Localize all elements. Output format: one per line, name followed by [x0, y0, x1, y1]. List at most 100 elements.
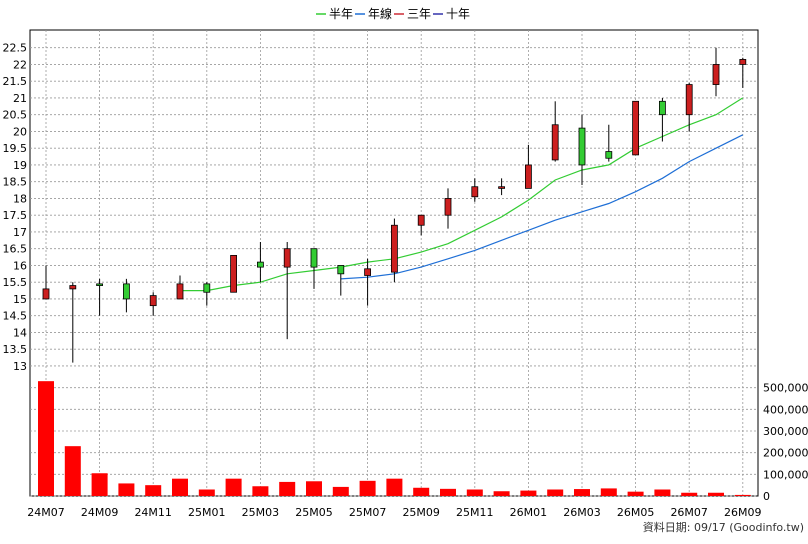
candle-body [498, 186, 506, 189]
candle [525, 144, 532, 189]
price-tick-label: 17.5 [3, 209, 28, 222]
price-tick-label: 21 [13, 92, 27, 105]
candle-body [123, 283, 130, 300]
candle-body [551, 124, 559, 161]
legend-label: 十年 [446, 7, 470, 21]
candle [203, 282, 211, 306]
x-tick-label: 25M03 [242, 506, 280, 519]
candle [739, 57, 747, 88]
candle-body [149, 295, 157, 307]
volume-bar [279, 481, 296, 496]
candle [444, 188, 452, 229]
chart-legend: 半年 年線 三年 十年 [316, 6, 470, 21]
candle [230, 254, 238, 293]
candle-body [42, 288, 50, 300]
x-tick-label: 24M11 [134, 506, 172, 519]
volume-bar [708, 492, 724, 496]
x-tick-label: 25M09 [402, 506, 440, 519]
volume-bar [627, 491, 644, 496]
candle-body [659, 100, 666, 116]
candle-body [337, 265, 345, 275]
price-tick-label: 16.5 [3, 243, 28, 256]
volume-tick-label: 500,000 [763, 382, 808, 395]
candle-body [390, 224, 398, 273]
price-axis: 22.5 22 21.5 21 20.5 20 19.5 19 18.5 18 17.5 17 16.5… [3, 42, 28, 373]
legend-label: 三年 [407, 7, 431, 21]
volume-bar [252, 486, 269, 496]
candle [256, 242, 264, 283]
candle [42, 265, 50, 300]
candle-body [632, 100, 639, 156]
candle-body [578, 127, 586, 166]
price-tick-label: 15 [13, 293, 27, 306]
price-tick-label: 20 [13, 125, 27, 138]
candle-body [69, 285, 77, 290]
price-tick-label: 14 [13, 326, 27, 339]
candle [659, 97, 666, 142]
x-tick-label: 25M01 [188, 506, 226, 519]
x-tick-label: 24M07 [27, 506, 65, 519]
candle [69, 282, 77, 363]
candle [498, 178, 506, 196]
candle-body [605, 151, 613, 159]
x-axis: 24M07 24M09 24M11 25M01 25M03 25M05 25M07 25M09… [27, 506, 761, 519]
candle [471, 178, 479, 202]
volume-tick-label: 300,000 [763, 425, 808, 438]
candle [123, 278, 130, 313]
x-tick-label: 26M03 [563, 506, 601, 519]
volume-bar [359, 480, 376, 496]
candle [632, 100, 639, 156]
price-tick-label: 13 [13, 360, 27, 373]
volume-bar [547, 489, 564, 496]
x-tick-label: 26M01 [510, 506, 548, 519]
candle-body [685, 84, 693, 116]
candle [96, 278, 103, 316]
candle [390, 218, 398, 283]
candle-body [364, 268, 372, 276]
price-tick-label: 14.5 [3, 310, 28, 323]
candle-body [310, 248, 318, 268]
candle-body [417, 214, 425, 226]
moving-average-lines [180, 97, 744, 292]
volume-bars [38, 381, 751, 496]
x-tick-label: 26M05 [617, 506, 655, 519]
volume-tick-label: 200,000 [763, 447, 808, 460]
candle [605, 124, 613, 162]
candle [310, 248, 318, 289]
volume-bar [172, 478, 188, 496]
candle [578, 114, 586, 186]
volume-tick-label: 400,000 [763, 403, 808, 416]
volume-bar [64, 446, 81, 496]
candle [551, 101, 559, 162]
price-tick-label: 17 [13, 226, 27, 239]
candle [417, 214, 425, 236]
price-tick-label: 18.5 [3, 176, 28, 189]
volume-bar [91, 473, 108, 496]
x-tick-label: 26M07 [670, 506, 708, 519]
volume-bar [225, 478, 242, 496]
volume-bar [332, 486, 349, 496]
volume-bar [198, 489, 215, 496]
x-tick-label: 24M09 [81, 506, 119, 519]
candle-body [256, 261, 264, 268]
candle-body [283, 248, 291, 268]
candle-body [471, 186, 479, 198]
volume-bar [145, 485, 162, 496]
candle [176, 275, 184, 300]
volume-bar [440, 488, 456, 496]
volume-bar [654, 489, 671, 496]
volume-bar [493, 491, 510, 496]
candle-body [203, 283, 211, 293]
volume-tick-label: 0 [763, 490, 770, 503]
price-tick-label: 21.5 [3, 75, 28, 88]
price-tick-label: 15.5 [3, 276, 28, 289]
candle [149, 292, 157, 316]
volume-axis: 500,000 400,000 300,000 200,000 100,000 0 [763, 382, 808, 503]
candle-body [176, 283, 184, 300]
price-tick-label: 18 [13, 192, 27, 205]
volume-bar [118, 483, 135, 496]
price-tick-label: 22 [13, 58, 27, 71]
candle-body [444, 198, 452, 216]
